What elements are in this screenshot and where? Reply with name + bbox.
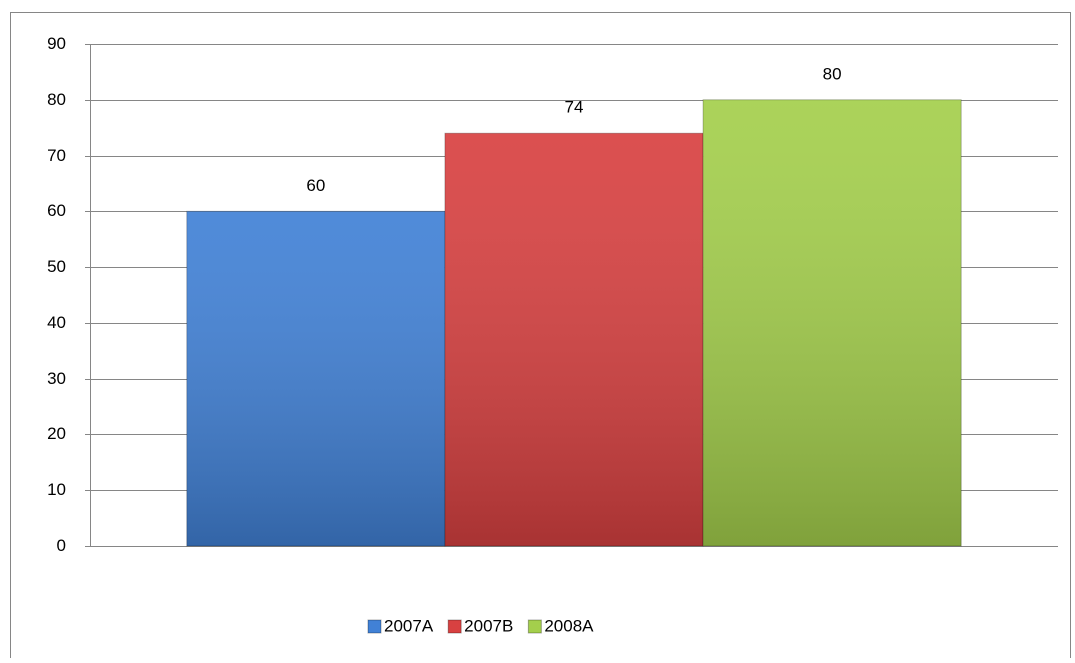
- y-tick-label: 80: [47, 90, 66, 109]
- legend-swatch: [527, 619, 542, 634]
- data-label: 74: [565, 98, 584, 117]
- legend-swatch: [447, 619, 462, 634]
- y-tick-label: 50: [47, 257, 66, 276]
- data-label: 60: [306, 176, 325, 195]
- y-tick-label: 0: [57, 536, 66, 555]
- y-tick-label: 90: [47, 34, 66, 53]
- bar-shade: [444, 133, 704, 546]
- legend-label: 2007A: [384, 616, 434, 635]
- y-tick-label: 10: [47, 480, 66, 499]
- y-tick-label: 40: [47, 313, 66, 332]
- bar-shade: [703, 99, 962, 547]
- legend-label: 2007B: [464, 616, 513, 635]
- y-tick-label: 70: [47, 146, 66, 165]
- y-tick-label: 30: [47, 369, 66, 388]
- chart-border: [10, 12, 1071, 658]
- y-tick-label: 20: [47, 424, 66, 443]
- legend-swatch: [367, 619, 382, 634]
- data-label: 80: [823, 64, 842, 83]
- legend-label: 2008A: [544, 616, 594, 635]
- bar-shade: [186, 211, 445, 547]
- y-tick-label: 60: [47, 201, 66, 220]
